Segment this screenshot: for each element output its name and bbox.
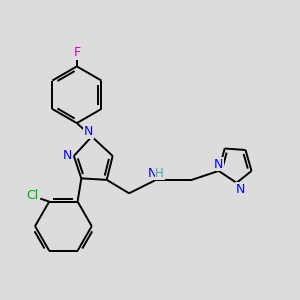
Text: N: N [236,183,245,196]
Text: Cl: Cl [27,189,39,202]
Text: N: N [148,167,157,180]
Text: N: N [84,125,94,138]
Text: N: N [63,149,72,163]
Text: N: N [214,158,224,171]
Text: F: F [73,46,80,59]
Text: H: H [155,167,164,180]
